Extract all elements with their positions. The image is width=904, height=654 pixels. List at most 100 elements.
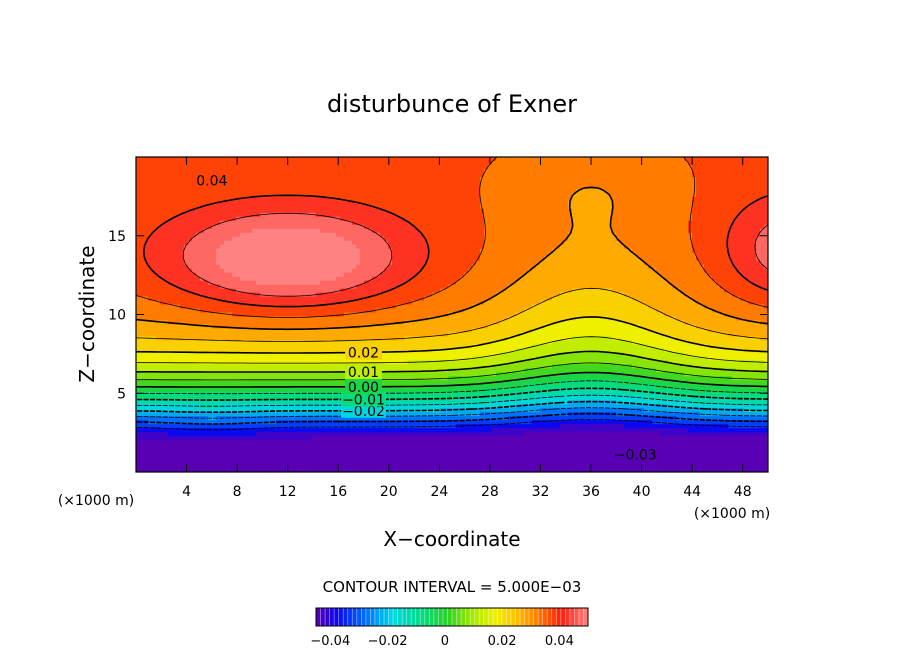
colorbar-segment xyxy=(515,608,521,626)
contour-labels: −0.03 −0.02−0.010.000.01 0.02 0.04 xyxy=(193,172,658,464)
contour-label-bg xyxy=(345,344,382,360)
colorbar-segment xyxy=(352,608,358,626)
chart-title: disturbunce of Exner xyxy=(327,90,577,118)
contour-label: 0.04 xyxy=(196,174,227,190)
colorbar-segment xyxy=(501,608,507,626)
colorbar-segment xyxy=(583,608,589,626)
colorbar-segment xyxy=(560,608,566,626)
colorbar-segment xyxy=(424,608,430,626)
x-axis-ticks: 4 8 12 16 20 24 28 32 36 40 44 48 xyxy=(182,157,752,500)
contour-line xyxy=(136,186,768,331)
contour-label-bg xyxy=(345,378,382,394)
x-tick-label: 36 xyxy=(582,484,600,500)
colorbar-segment xyxy=(338,608,344,626)
colorbar-segment xyxy=(329,608,335,626)
colorbar-tick-label: 0.04 xyxy=(545,634,574,649)
contour-line xyxy=(136,157,768,318)
colorbar-segment xyxy=(347,608,353,626)
colorbar-segment xyxy=(447,608,453,626)
colorbar-segment xyxy=(465,608,471,626)
x-unit-right: (×1000 m) xyxy=(694,506,770,522)
contour-line xyxy=(136,336,768,364)
colorbar-segment xyxy=(402,608,407,626)
colorbar-segment xyxy=(510,608,516,626)
colorbar-segment xyxy=(529,608,534,626)
colorbar-segment xyxy=(474,608,480,626)
x-tick-label: 28 xyxy=(481,484,499,500)
colorbar-segment xyxy=(320,608,326,626)
contour-line xyxy=(182,212,768,297)
contour-line xyxy=(136,419,768,431)
contour-label-bg xyxy=(341,391,387,407)
x-tick-label: 8 xyxy=(233,484,242,500)
colorbar-segment xyxy=(547,608,553,626)
colorbar-segment xyxy=(452,608,457,626)
y-tick-label: 5 xyxy=(117,386,126,402)
y-axis-ticks: 5 10 15 xyxy=(108,229,768,402)
colorbar-tick-label: 0 xyxy=(441,634,449,649)
contour-label: −0.02 xyxy=(342,404,385,420)
colorbar-frame xyxy=(315,607,589,627)
colorbar-segment xyxy=(556,608,562,626)
colorbar-segment xyxy=(316,608,321,626)
contour-line xyxy=(136,287,768,342)
colorbar-segment xyxy=(384,608,389,626)
colorbar-ticks: −0.04 −0.02 0 0.02 0.04 xyxy=(310,634,573,649)
colorbar-segment xyxy=(488,608,494,626)
colorbar-segment xyxy=(365,608,371,626)
x-tick-label: 48 xyxy=(734,484,752,500)
colorbar-segment xyxy=(574,608,580,626)
x-tick-label: 40 xyxy=(633,484,651,500)
x-tick-label: 16 xyxy=(329,484,347,500)
y-tick-label: 10 xyxy=(108,308,126,324)
colorbar-segment xyxy=(397,608,403,626)
colorbar-segment xyxy=(411,608,417,626)
contour-line xyxy=(136,412,768,425)
colorbar-segment xyxy=(433,608,439,626)
contour-label-bg xyxy=(612,446,658,462)
colorbar-segment xyxy=(497,608,503,626)
contour-label: −0.03 xyxy=(614,448,657,464)
contour-label: −0.01 xyxy=(342,392,385,408)
colorbar-segment xyxy=(370,608,376,626)
colorbar-segment xyxy=(483,608,489,626)
colorbar-segment xyxy=(379,608,385,626)
colorbar-segment xyxy=(542,608,548,626)
colorbar-tick-label: −0.02 xyxy=(368,634,408,649)
colorbar-tick-label: 0.02 xyxy=(488,634,517,649)
y-axis-label: Z−coordinate xyxy=(75,245,99,382)
contour-label-bg xyxy=(345,363,382,379)
colorbar-segment xyxy=(429,608,435,626)
colorbar-segment xyxy=(578,608,584,626)
x-tick-label: 20 xyxy=(380,484,398,500)
x-tick-label: 4 xyxy=(182,484,191,500)
colorbar-segment xyxy=(479,608,485,626)
colorbar-segment xyxy=(374,608,380,626)
x-tick-label: 12 xyxy=(279,484,297,500)
colorbar-tick-label: −0.04 xyxy=(310,634,350,649)
colorbar-segment xyxy=(356,608,362,626)
colorbar-segment xyxy=(388,608,394,626)
x-unit-left: (×1000 m) xyxy=(58,493,134,509)
contour-line xyxy=(142,194,768,308)
contour-lines xyxy=(136,157,768,431)
colorbar-segment xyxy=(470,608,475,626)
colorbar-segment xyxy=(343,608,349,626)
colorbar-segment xyxy=(438,608,444,626)
colorbar-segment xyxy=(538,608,543,626)
x-axis-label: X−coordinate xyxy=(383,527,520,551)
contour-label-bg xyxy=(193,172,231,188)
y-tick-label: 15 xyxy=(108,229,126,245)
colorbar-segment xyxy=(520,608,525,626)
colorbar-segment xyxy=(420,608,426,626)
contour-label: 0.02 xyxy=(348,345,379,361)
contour-label: 0.01 xyxy=(348,365,379,381)
colorbar-segment xyxy=(442,608,448,626)
colorbar-segment xyxy=(325,608,330,626)
colorbar-segment xyxy=(461,608,466,626)
contour-label: 0.00 xyxy=(348,380,379,396)
colorbar-segment xyxy=(456,608,462,626)
x-tick-label: 44 xyxy=(683,484,701,500)
contour-fill-field xyxy=(136,157,768,472)
